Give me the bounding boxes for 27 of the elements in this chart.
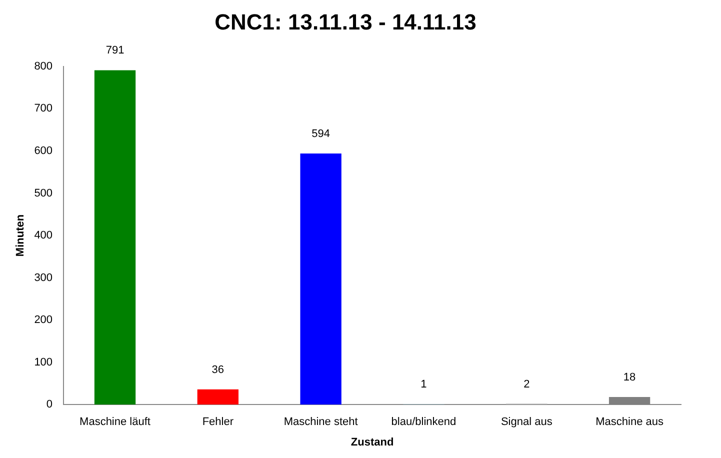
y-tick-label: 800 <box>34 60 53 72</box>
x-axis-title: Zustand <box>350 436 394 448</box>
data-label: 18 <box>623 372 636 384</box>
y-tick-label: 700 <box>34 102 53 115</box>
y-tick-label: 500 <box>34 187 53 200</box>
y-tick-label: 400 <box>34 230 53 242</box>
y-tick-label: 100 <box>34 356 53 368</box>
x-tick-label: Signal aus <box>500 416 553 428</box>
y-tick-label: 300 <box>34 272 53 284</box>
data-label: 2 <box>524 378 530 390</box>
chart-title: CNC1: 13.11.13 - 14.11.13 <box>214 9 476 34</box>
x-tick-label: Fehler <box>202 416 234 428</box>
data-label: 594 <box>312 128 330 140</box>
y-tick-label: 200 <box>34 314 53 326</box>
bar <box>197 389 238 405</box>
data-label: 1 <box>420 378 427 391</box>
x-tick-label: Maschine läuft <box>80 416 150 428</box>
x-tick-label: blau/blinkend <box>391 416 456 428</box>
y-tick-label: 600 <box>34 144 53 157</box>
bar <box>300 153 342 405</box>
data-label: 36 <box>212 364 224 376</box>
bar <box>94 70 136 405</box>
x-tick-label: Maschine steht <box>284 416 358 428</box>
data-label: 791 <box>106 44 124 57</box>
y-axis-title: Minuten <box>14 214 27 257</box>
y-tick-label: 0 <box>46 398 53 411</box>
x-tick-label: Maschine aus <box>596 416 664 428</box>
